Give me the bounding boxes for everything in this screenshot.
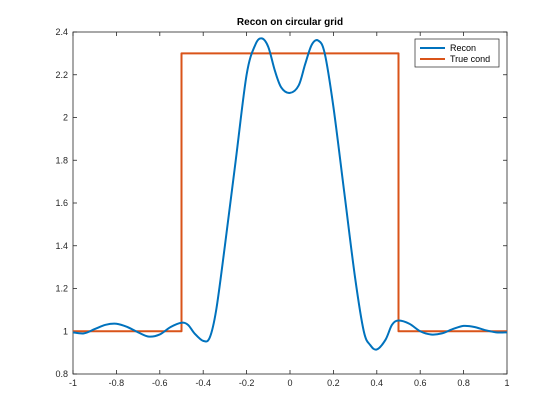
x-tick-label: -1 <box>69 378 77 388</box>
x-tick-label: 0.8 <box>457 378 470 388</box>
x-tick-label: -0.8 <box>109 378 125 388</box>
y-tick-label: 1 <box>63 326 68 336</box>
x-tick-label: 0.2 <box>327 378 340 388</box>
x-tick-label: -0.4 <box>195 378 211 388</box>
y-tick-label: 1.4 <box>55 241 68 251</box>
y-tick-label: 2 <box>63 113 68 123</box>
y-tick-label: 0.8 <box>55 369 68 379</box>
axis-ticks: -1 -0.8 -0.6 -0.4 -0.2 0 0.2 0.4 0.6 0.8 1 0.8 1 1.2 1… <box>55 27 509 388</box>
x-tick-label: 0.4 <box>371 378 384 388</box>
series-layer <box>73 37 507 351</box>
x-tick-label: 1 <box>504 378 509 388</box>
y-tick-label: 2.4 <box>55 27 68 37</box>
x-tick-label: 0 <box>287 378 292 388</box>
legend-label: Recon <box>450 43 476 53</box>
y-tick-label: 1.6 <box>55 198 68 208</box>
y-tick-label: 1.8 <box>55 155 68 165</box>
y-tick-label: 1.2 <box>55 284 68 294</box>
x-tick-label: -0.2 <box>239 378 255 388</box>
legend-label: True cond <box>450 54 490 64</box>
axes-box <box>72 31 508 375</box>
series-line-recon <box>73 37 507 351</box>
chart-title: Recon on circular grid <box>237 17 343 28</box>
x-tick-label: 0.6 <box>414 378 427 388</box>
legend-box <box>414 38 500 68</box>
y-tick-label: 2.2 <box>55 70 68 80</box>
x-tick-label: -0.6 <box>152 378 168 388</box>
